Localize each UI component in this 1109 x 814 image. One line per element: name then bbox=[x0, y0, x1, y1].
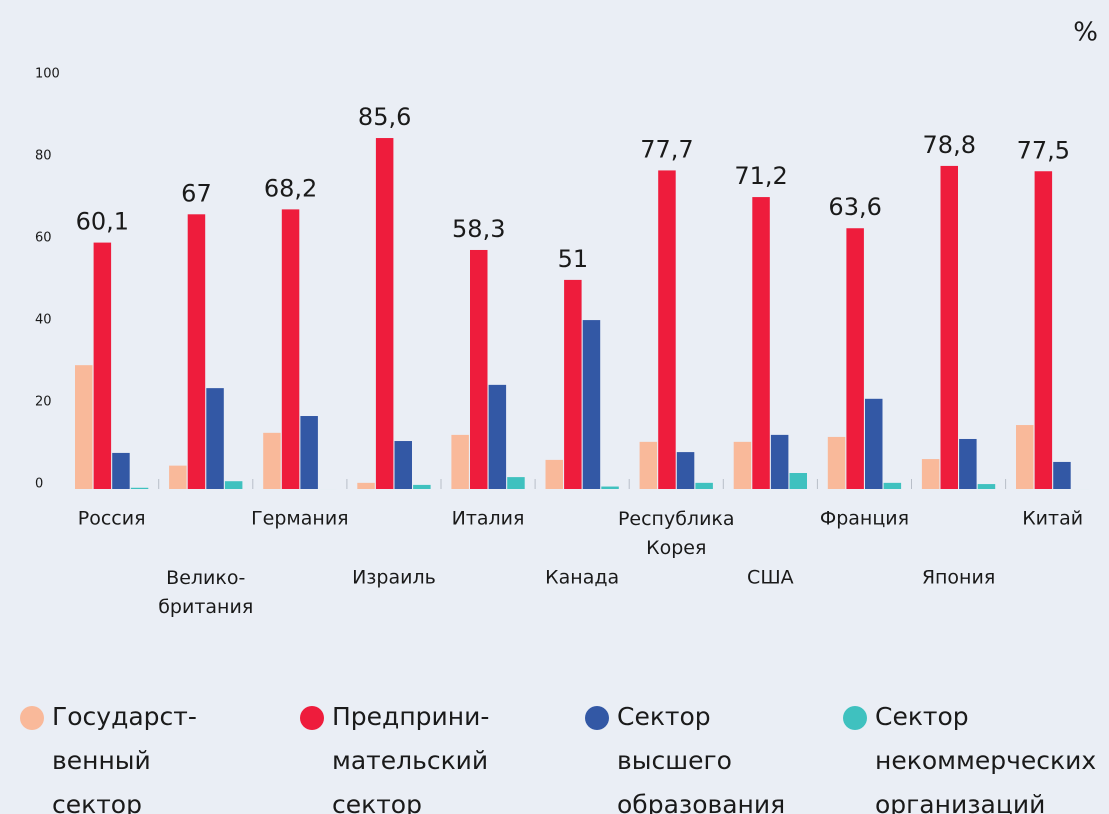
x-tick-label: Россия bbox=[78, 508, 146, 530]
bar bbox=[375, 138, 394, 490]
bar bbox=[752, 197, 770, 489]
data-label: 58,3 bbox=[452, 215, 505, 243]
bar bbox=[827, 436, 846, 489]
bar bbox=[488, 384, 507, 489]
y-tick-label: 100 bbox=[35, 67, 60, 82]
bar bbox=[977, 484, 996, 489]
bar bbox=[601, 486, 619, 489]
bar bbox=[357, 482, 375, 489]
x-tick-label: Франция bbox=[820, 508, 909, 530]
bar bbox=[470, 249, 488, 489]
data-label: 77,7 bbox=[640, 135, 693, 163]
y-tick-label: 20 bbox=[35, 395, 52, 410]
x-tick-label: Италия bbox=[452, 508, 525, 530]
y-tick-label: 80 bbox=[35, 149, 52, 164]
bar bbox=[507, 477, 525, 489]
x-tick-label: Велико-британия bbox=[158, 567, 253, 618]
x-tick-label: Канада bbox=[545, 567, 619, 589]
legend-label: Предприни-мательский сектор bbox=[332, 702, 489, 814]
bar bbox=[130, 487, 149, 489]
x-tick-label: Израиль bbox=[352, 567, 436, 589]
bar bbox=[940, 165, 958, 490]
bar bbox=[695, 482, 713, 489]
bar bbox=[281, 209, 300, 489]
bar bbox=[187, 214, 206, 490]
bar bbox=[770, 434, 789, 489]
bar bbox=[921, 459, 940, 489]
data-label: 67 bbox=[181, 179, 212, 207]
x-tick-label: Германия bbox=[251, 508, 349, 530]
data-label: 78,8 bbox=[923, 131, 976, 159]
bar bbox=[75, 365, 93, 489]
data-label: 60,1 bbox=[76, 208, 129, 236]
bar bbox=[545, 459, 563, 489]
bar bbox=[451, 434, 469, 489]
bar bbox=[413, 484, 431, 489]
legend-swatch bbox=[300, 706, 324, 730]
legend-swatch bbox=[20, 706, 44, 730]
data-label: 63,6 bbox=[828, 193, 881, 221]
x-tick-label: Республика Корея bbox=[618, 508, 735, 559]
unit-label: % bbox=[1073, 18, 1098, 48]
bar bbox=[112, 452, 130, 489]
legend-swatch bbox=[585, 706, 609, 730]
bar bbox=[582, 320, 601, 489]
legend-label: Сектор некоммерческих организаций bbox=[875, 702, 1096, 814]
bar bbox=[1034, 171, 1053, 489]
x-tick-label: Япония bbox=[922, 567, 995, 589]
bar bbox=[224, 481, 243, 489]
y-tick-label: 0 bbox=[35, 477, 43, 492]
x-tick-label: Китай bbox=[1022, 508, 1083, 530]
legend-swatch bbox=[843, 706, 867, 730]
x-tick-label: США bbox=[747, 567, 794, 589]
bar bbox=[93, 242, 112, 489]
bar bbox=[676, 452, 695, 489]
y-tick-label: 40 bbox=[35, 313, 52, 328]
bar bbox=[300, 416, 318, 489]
bar bbox=[1053, 461, 1071, 489]
legend-label: Государст-венный сектор bbox=[52, 702, 197, 814]
bar bbox=[639, 441, 658, 489]
bar bbox=[733, 441, 752, 489]
data-label: 77,5 bbox=[1017, 136, 1070, 164]
data-label: 68,2 bbox=[264, 174, 317, 202]
bar bbox=[564, 279, 582, 489]
bar bbox=[865, 398, 883, 489]
bar bbox=[846, 228, 864, 490]
bar bbox=[1016, 425, 1034, 489]
bar bbox=[658, 170, 676, 489]
bar bbox=[263, 432, 281, 489]
data-label: 85,6 bbox=[358, 103, 411, 131]
y-tick-label: 60 bbox=[35, 231, 52, 246]
bar bbox=[883, 482, 902, 489]
legend-label: Сектор высшего образования bbox=[617, 702, 785, 814]
bar bbox=[959, 438, 977, 489]
data-label: 71,2 bbox=[734, 162, 787, 190]
bar bbox=[789, 473, 807, 489]
data-label: 51 bbox=[558, 245, 589, 273]
bar bbox=[206, 388, 224, 489]
bar bbox=[394, 441, 412, 489]
bar bbox=[169, 465, 187, 489]
